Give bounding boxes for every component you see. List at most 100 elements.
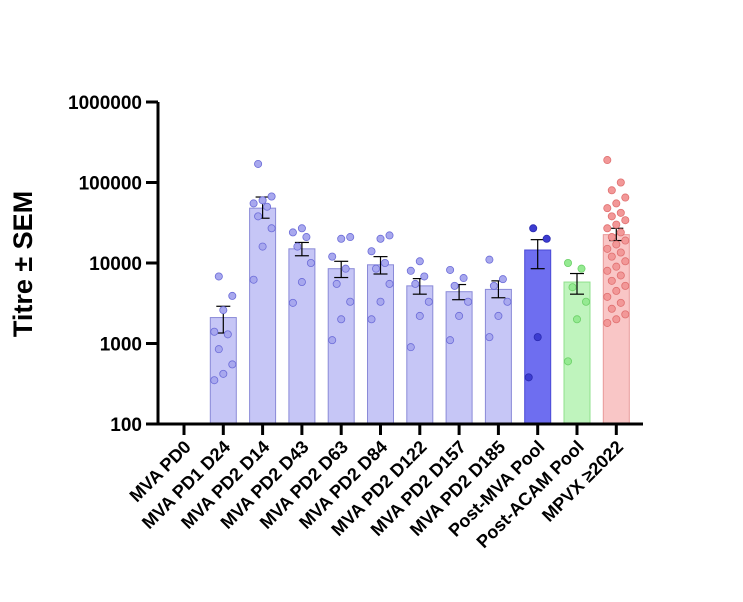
data-point <box>464 297 473 306</box>
bar <box>288 248 316 425</box>
data-point <box>424 297 433 306</box>
data-point <box>254 159 263 168</box>
data-point <box>385 279 394 288</box>
data-point <box>612 262 621 271</box>
data-point <box>258 242 267 251</box>
data-point <box>607 252 616 261</box>
data-point <box>533 333 542 342</box>
data-point <box>603 318 612 327</box>
data-point <box>406 266 415 275</box>
data-point <box>371 264 380 273</box>
data-point <box>607 276 616 285</box>
data-point <box>346 297 355 306</box>
bar <box>406 285 434 425</box>
data-point <box>616 228 625 237</box>
data-point <box>612 240 621 249</box>
data-point <box>621 257 630 266</box>
data-point <box>288 298 297 307</box>
data-point <box>302 233 311 242</box>
data-point <box>577 264 586 273</box>
data-point <box>603 204 612 213</box>
data-point <box>498 275 507 284</box>
bar <box>445 291 473 425</box>
data-point <box>214 272 223 281</box>
data-point <box>288 228 297 237</box>
data-point <box>582 297 591 306</box>
data-point <box>341 264 350 273</box>
data-point <box>529 224 538 233</box>
data-point <box>446 265 455 274</box>
y-tick-label: 100000 <box>79 174 142 195</box>
data-point <box>616 248 625 257</box>
data-point <box>603 224 612 233</box>
data-point <box>415 311 424 320</box>
bar <box>327 268 355 425</box>
data-point <box>607 233 616 242</box>
data-point <box>254 212 263 221</box>
data-point <box>346 233 355 242</box>
data-point <box>612 199 621 208</box>
data-point <box>228 291 237 300</box>
data-point <box>214 345 223 354</box>
data-point <box>332 279 341 288</box>
data-point <box>219 369 228 378</box>
data-point <box>376 234 385 243</box>
data-point <box>621 310 630 319</box>
data-point <box>367 315 376 324</box>
data-point <box>459 274 468 283</box>
data-point <box>267 224 276 233</box>
data-point <box>494 311 503 320</box>
data-point <box>485 255 494 264</box>
data-point <box>621 216 630 225</box>
data-point <box>293 242 302 251</box>
data-point <box>621 193 630 202</box>
data-point <box>603 266 612 275</box>
data-point <box>328 336 337 345</box>
data-point <box>249 199 258 208</box>
data-point <box>420 272 429 281</box>
data-point <box>328 252 337 261</box>
data-point <box>607 304 616 313</box>
data-point <box>297 278 306 287</box>
data-point <box>337 234 346 243</box>
data-point <box>367 247 376 256</box>
data-point <box>568 283 577 292</box>
data-point <box>337 315 346 324</box>
data-point <box>612 286 621 295</box>
data-point <box>210 327 219 336</box>
data-point <box>564 258 573 267</box>
data-point <box>489 281 498 290</box>
data-point <box>524 373 533 382</box>
y-axis-title: Titre ± SEM <box>8 191 38 337</box>
data-point <box>385 231 394 240</box>
data-point <box>621 236 630 245</box>
data-point <box>223 330 232 339</box>
data-point <box>450 281 459 290</box>
data-point <box>376 297 385 306</box>
data-point <box>573 315 582 324</box>
data-point <box>612 220 621 229</box>
data-point <box>249 275 258 284</box>
data-point <box>542 234 551 243</box>
data-point <box>380 258 389 267</box>
data-point <box>607 212 616 221</box>
data-point <box>406 343 415 352</box>
data-point <box>415 257 424 266</box>
data-point <box>616 178 625 187</box>
data-point <box>297 224 306 233</box>
data-point <box>455 311 464 320</box>
y-tick-label: 1000 <box>100 335 142 356</box>
bar <box>367 264 394 425</box>
data-point <box>564 357 573 366</box>
data-point <box>263 202 272 211</box>
y-tick-label: 10000 <box>89 254 142 275</box>
data-points-layer <box>210 156 630 385</box>
data-point <box>485 333 494 342</box>
data-point <box>411 279 420 288</box>
y-tick-label: 100 <box>110 415 142 436</box>
y-tick-label: 1000000 <box>68 93 142 114</box>
data-point <box>621 281 630 290</box>
data-point <box>210 376 219 385</box>
